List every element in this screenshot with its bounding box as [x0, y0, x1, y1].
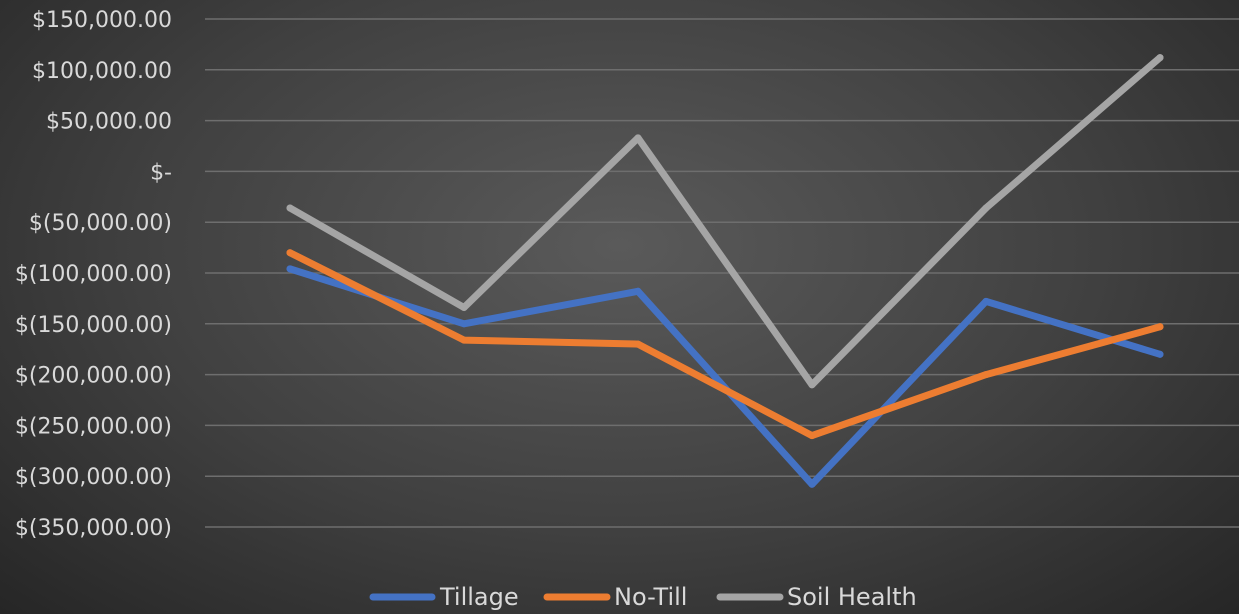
y-tick-label: $- [150, 160, 172, 185]
data-point [982, 371, 990, 379]
data-point [808, 480, 816, 488]
data-point [808, 432, 816, 440]
series-line-soil-health [286, 54, 1164, 389]
data-point [1156, 54, 1164, 62]
y-tick-label: $50,000.00 [46, 110, 172, 135]
series-line-no-till [286, 249, 1164, 440]
y-tick-label: $(100,000.00) [15, 262, 172, 287]
data-point [286, 204, 294, 212]
y-tick-label: $(350,000.00) [15, 516, 172, 541]
y-tick-label: $(250,000.00) [15, 414, 172, 439]
legend-label: Tillage [439, 583, 519, 611]
legend-label: No-Till [614, 583, 687, 611]
legend-item: No-Till [543, 583, 687, 611]
y-tick-label: $100,000.00 [32, 59, 172, 84]
data-point [460, 320, 468, 328]
y-tick-label: $(200,000.00) [15, 364, 172, 389]
legend-item: Tillage [369, 583, 519, 611]
data-point [1156, 323, 1164, 331]
y-tick-label: $(300,000.00) [15, 465, 172, 490]
data-point [634, 340, 642, 348]
data-point [982, 204, 990, 212]
data-point [982, 297, 990, 305]
data-point [1156, 350, 1164, 358]
data-point [286, 265, 294, 273]
data-point [634, 287, 642, 295]
y-tick-label: $(150,000.00) [15, 313, 172, 338]
data-point [808, 381, 816, 389]
legend-item: Soil Health [716, 583, 917, 611]
series-lines [286, 54, 1164, 488]
legend-label: Soil Health [787, 583, 917, 611]
y-tick-label: $150,000.00 [32, 8, 172, 33]
data-point [634, 134, 642, 142]
series-line-tillage [286, 265, 1164, 488]
data-point [460, 304, 468, 311]
y-axis: $150,000.00 $100,000.00 $50,000.00 $- $(50,0… [15, 8, 172, 541]
data-point [286, 249, 294, 257]
gridlines [205, 18, 1239, 528]
y-tick-label: $(50,000.00) [29, 211, 172, 236]
legend: Tillage No-Till Soil Health [369, 583, 917, 611]
data-point [460, 336, 468, 344]
